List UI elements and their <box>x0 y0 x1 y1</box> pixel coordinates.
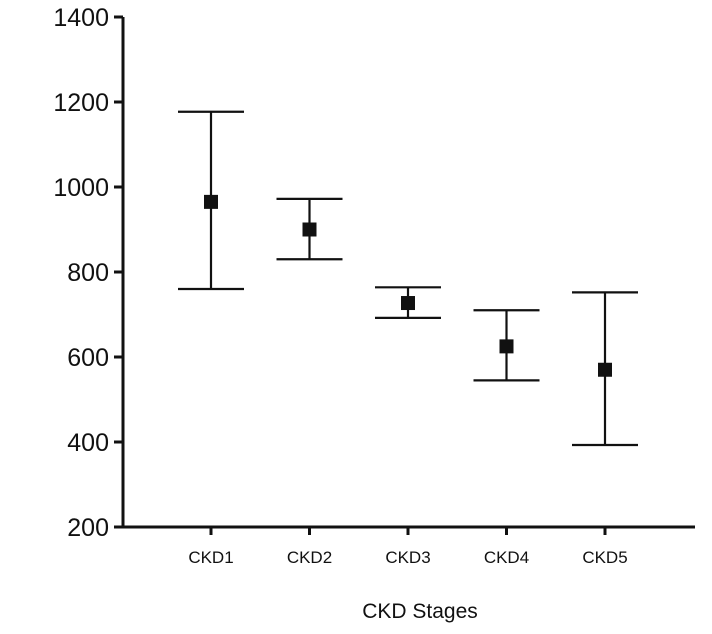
x-tick-label: CKD2 <box>287 548 332 567</box>
x-tick-label: CKD5 <box>582 548 627 567</box>
y-tick-label: 200 <box>67 514 109 542</box>
data-point <box>204 194 218 209</box>
y-tick-label: 1400 <box>53 4 109 32</box>
data-point <box>499 339 514 354</box>
y-tick-label: 800 <box>67 259 109 287</box>
x-axis-title: CKD Stages <box>362 600 478 623</box>
y-tick-label: 1000 <box>53 174 109 202</box>
x-tick-label: CKD3 <box>385 548 430 567</box>
x-tick-label: CKD4 <box>484 548 529 567</box>
data-point <box>598 362 612 377</box>
y-tick-label: 1200 <box>53 89 109 117</box>
plot-area <box>178 110 638 447</box>
x-axis: CKD1 CKD2 CKD3 CKD4 CKD5 <box>123 525 695 567</box>
data-point <box>302 222 317 237</box>
x-tick-label: CKD1 <box>188 548 233 567</box>
y-tick-label: 600 <box>67 344 109 372</box>
data-point <box>401 296 415 311</box>
y-axis: 200 400 600 800 1000 1200 1400 <box>53 4 125 542</box>
y-tick-label: 400 <box>67 429 109 457</box>
